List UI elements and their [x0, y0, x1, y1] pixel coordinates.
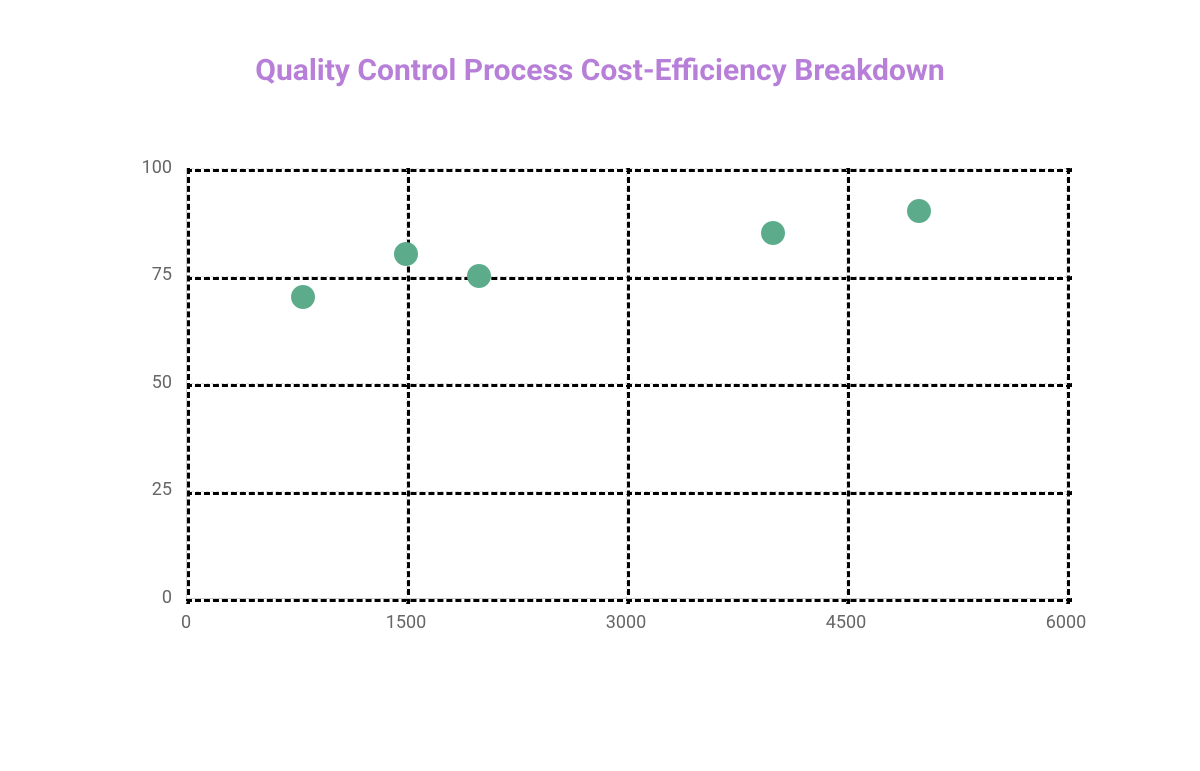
chart-container: Quality Control Process Cost-Efficiency … — [0, 0, 1200, 771]
x-gridline — [406, 168, 410, 604]
data-point — [761, 221, 785, 245]
data-point — [394, 242, 418, 266]
y-tick-label: 75 — [112, 264, 172, 285]
x-axis-line — [186, 598, 1066, 599]
y-tick-label: 0 — [112, 587, 172, 608]
x-tick-label: 6000 — [1026, 612, 1106, 633]
x-gridline — [1066, 168, 1070, 604]
data-point — [907, 199, 931, 223]
data-point — [291, 285, 315, 309]
y-axis-line — [186, 168, 187, 598]
plot-area: 025507510001500300045006000 — [186, 168, 1066, 598]
x-tick-label: 0 — [146, 612, 226, 633]
x-tick-label: 3000 — [586, 612, 666, 633]
x-tick-label: 1500 — [366, 612, 446, 633]
chart-title: Quality Control Process Cost-Efficiency … — [0, 0, 1200, 90]
data-point — [467, 264, 491, 288]
y-tick-label: 100 — [112, 157, 172, 178]
x-gridline — [626, 168, 630, 604]
y-tick-label: 25 — [112, 479, 172, 500]
y-tick-label: 50 — [112, 372, 172, 393]
x-gridline — [846, 168, 850, 604]
x-tick-label: 4500 — [806, 612, 886, 633]
